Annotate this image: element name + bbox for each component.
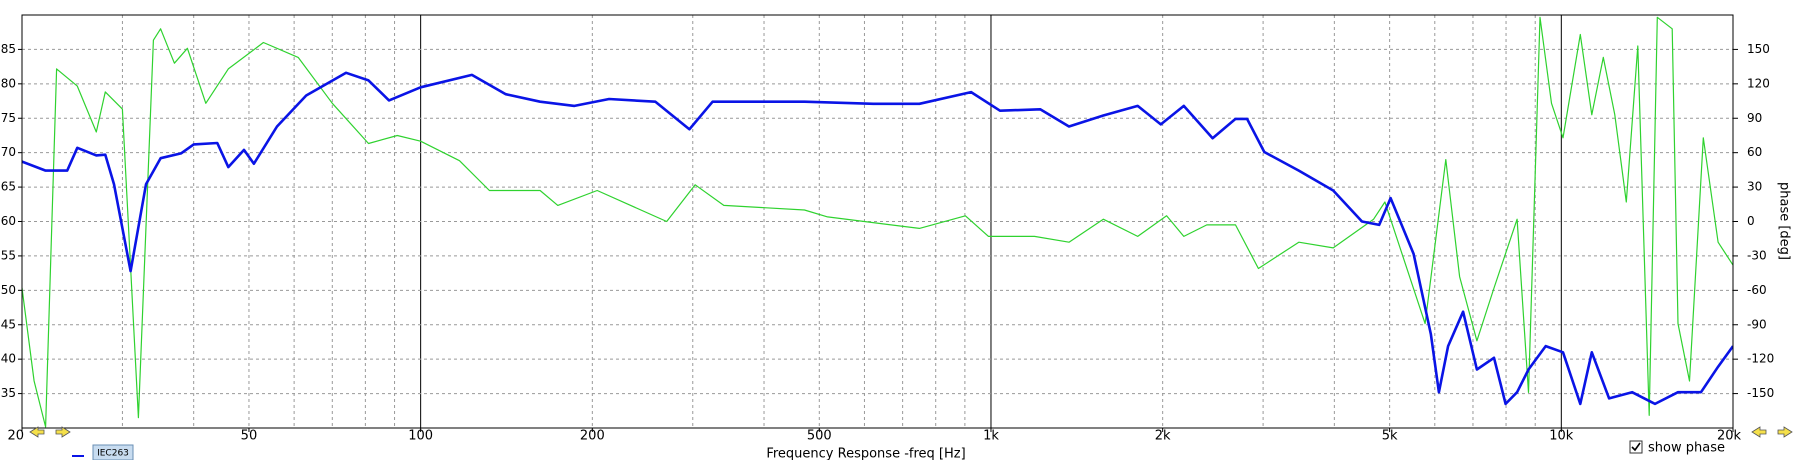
x-tick-label: 500 — [807, 429, 832, 444]
checkmark — [1631, 442, 1641, 452]
x-tick-label: 20 — [7, 429, 24, 444]
x-tick-label: 50 — [241, 429, 258, 444]
y-tick-label: 45 — [1, 317, 16, 331]
y-tick-label: 70 — [1, 145, 16, 159]
y2-tick-label: 60 — [1747, 145, 1762, 159]
x-axis-label: Frequency Response -freq [Hz] — [766, 447, 965, 460]
arrow-left[interactable] — [29, 426, 45, 438]
y-tick-label: 75 — [1, 111, 16, 125]
spl-line — [22, 71, 1733, 406]
x-tick-label: 20k — [1717, 429, 1742, 444]
y-tick-label: 40 — [1, 352, 16, 366]
x-tick-label: 5k — [1382, 429, 1398, 444]
x-tick-label: 100 — [408, 429, 433, 444]
nav-arrows[interactable] — [29, 426, 1793, 438]
y2-tick-label: -150 — [1747, 386, 1774, 400]
y2-tick-label: 120 — [1747, 76, 1770, 90]
y-tick-label: 50 — [1, 283, 16, 297]
y2-tick-label: 0 — [1747, 214, 1755, 228]
x-tick-label: 10k — [1549, 429, 1574, 444]
arrow-right[interactable] — [55, 426, 71, 438]
arrow-left[interactable] — [1751, 426, 1767, 438]
plot-frame — [21, 14, 1734, 429]
y-tick-label: 35 — [1, 386, 16, 400]
arrow-right[interactable] — [1777, 426, 1793, 438]
checkbox[interactable] — [1629, 440, 1643, 454]
plot-lines — [22, 16, 1733, 428]
y-tick-label: 65 — [1, 180, 16, 194]
y-tick-label: 80 — [1, 76, 16, 90]
y2-tick-label: 30 — [1747, 180, 1762, 194]
labels: 20 50 100 200 500 1k 2k 5k 10k 20k 35 40 45 50 55 60 65 7… — [1, 42, 1775, 444]
y2-tick-label: 90 — [1747, 111, 1762, 125]
y2-tick-label: -60 — [1747, 283, 1767, 297]
legend-box[interactable] — [92, 444, 134, 460]
y-tick-label: 55 — [1, 248, 16, 262]
x-tick-label: 1k — [983, 429, 999, 444]
y2-axis-label: phase [deg] — [1777, 182, 1792, 260]
y-tick-label: 60 — [1, 214, 16, 228]
checkbox-label[interactable]: show phase — [1648, 441, 1725, 456]
y2-tick-label: -90 — [1747, 317, 1767, 331]
legend-label: IEC263 — [97, 449, 129, 459]
y2-tick-label: 150 — [1747, 42, 1770, 56]
y-tick-label: 85 — [1, 42, 16, 56]
x-tick-label: 200 — [580, 429, 605, 444]
phase-line — [22, 16, 1733, 428]
y2-tick-label: -30 — [1747, 248, 1767, 262]
x-tick-label: 2k — [1155, 429, 1171, 444]
y2-tick-label: -120 — [1747, 352, 1774, 366]
